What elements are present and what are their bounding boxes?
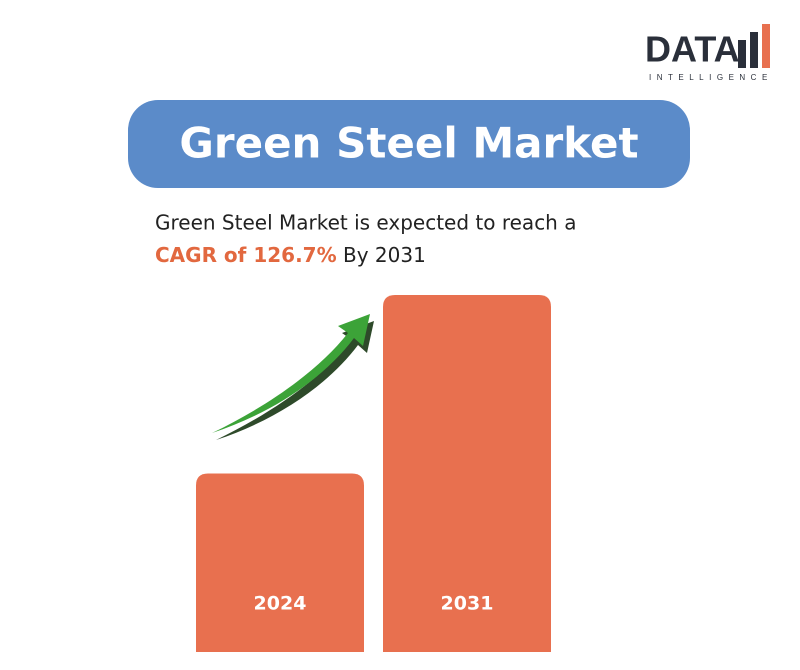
annotation-line: CAGR of 126.7% By 2031	[155, 243, 426, 267]
logo-bar	[750, 32, 758, 68]
logo-bar	[762, 24, 770, 68]
annotation-line: Green Steel Market is expected to reach …	[155, 211, 576, 235]
annotation-tail: By 2031	[343, 243, 426, 267]
x-tick-label: 2031	[441, 593, 494, 615]
logo-bar	[738, 40, 746, 68]
logo-tagline: INTELLIGENCE	[649, 73, 773, 82]
title-pill	[128, 100, 690, 188]
bar	[383, 295, 551, 652]
bar	[196, 473, 364, 652]
x-tick-label: 2024	[254, 593, 307, 615]
arrow	[212, 314, 370, 433]
logo: DATA INTELLIGENCE	[645, 24, 773, 82]
annotation-highlight: CAGR of 126.7%	[155, 243, 337, 267]
chart-title: Green Steel Market	[179, 119, 638, 168]
growth-arrow	[212, 314, 374, 440]
logo-name: DATA	[645, 29, 740, 70]
